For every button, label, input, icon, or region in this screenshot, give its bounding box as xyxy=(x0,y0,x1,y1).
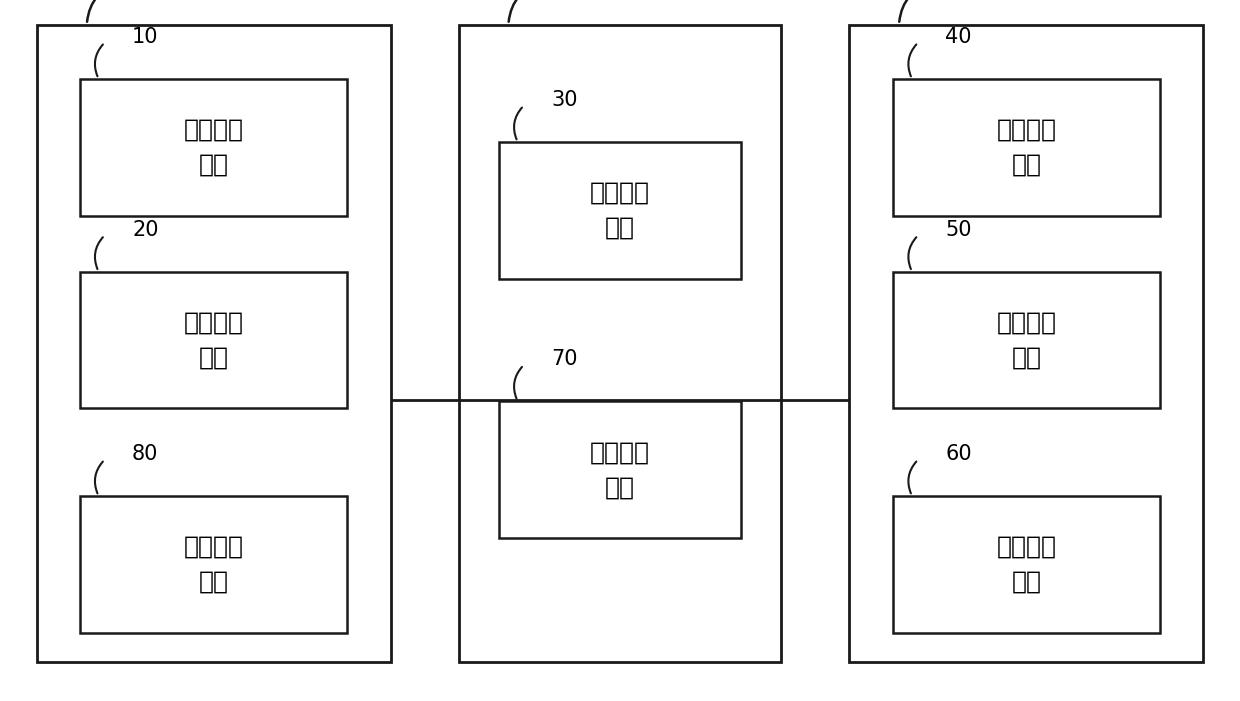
Bar xyxy=(79,496,346,632)
Bar xyxy=(79,79,346,216)
Text: 模块: 模块 xyxy=(198,570,228,594)
Text: 第三发送: 第三发送 xyxy=(590,440,650,464)
Bar xyxy=(893,496,1159,632)
Text: 20: 20 xyxy=(131,219,159,240)
Text: 50: 50 xyxy=(945,219,972,240)
Bar xyxy=(498,142,740,279)
Bar xyxy=(893,79,1159,216)
Text: 40: 40 xyxy=(945,27,972,47)
Text: 模块: 模块 xyxy=(1012,346,1042,369)
Text: 模块: 模块 xyxy=(605,216,635,240)
Text: 第二接收: 第二接收 xyxy=(997,118,1056,142)
Bar xyxy=(498,401,740,538)
Text: 模块: 模块 xyxy=(1012,570,1042,594)
Bar xyxy=(79,271,346,408)
Bar xyxy=(893,271,1159,408)
Text: 模块: 模块 xyxy=(198,346,228,369)
Bar xyxy=(849,25,1203,662)
Text: 第一接收: 第一接收 xyxy=(184,535,243,559)
Text: 第一发送: 第一发送 xyxy=(184,311,243,334)
Text: 模块: 模块 xyxy=(605,475,635,499)
Bar xyxy=(459,25,781,662)
Text: 模块: 模块 xyxy=(198,153,228,177)
Text: 模块: 模块 xyxy=(1012,153,1042,177)
Text: 80: 80 xyxy=(131,444,159,464)
Text: 10: 10 xyxy=(131,27,159,47)
Bar xyxy=(37,25,391,662)
Text: 第二获取: 第二获取 xyxy=(997,311,1056,334)
Text: 30: 30 xyxy=(552,90,578,110)
Text: 第四发送: 第四发送 xyxy=(997,535,1056,559)
Text: 第一获取: 第一获取 xyxy=(184,118,243,142)
Text: 第二发送: 第二发送 xyxy=(590,181,650,205)
Text: 70: 70 xyxy=(552,349,578,369)
Text: 60: 60 xyxy=(945,444,972,464)
